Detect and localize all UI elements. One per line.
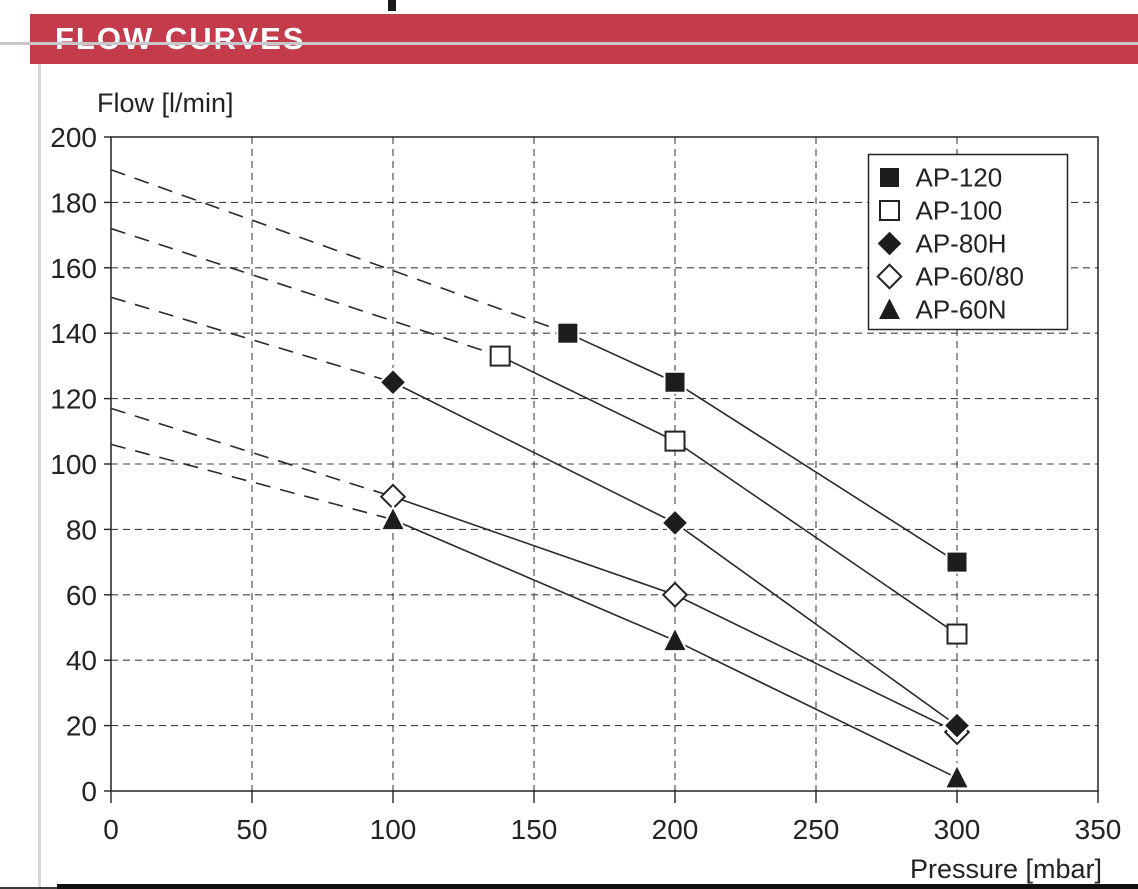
x-tick-label: 150	[511, 814, 558, 845]
legend-marker-AP-100	[879, 200, 900, 221]
data-point-AP-100	[489, 345, 511, 367]
section-header-banner: FLOW CURVES	[30, 14, 1138, 64]
series-line-AP-120	[567, 332, 958, 563]
legend-label-AP-100: AP-100	[916, 196, 1003, 226]
data-point-AP-60N	[661, 625, 689, 653]
data-point-AP-120	[556, 321, 580, 345]
y-tick-label: 160	[50, 253, 97, 284]
data-point-AP-60N	[379, 504, 407, 532]
footer-rule-left	[0, 887, 57, 889]
x-axis-label: Pressure [mbar]	[910, 854, 1102, 884]
x-tick-label: 50	[236, 814, 267, 845]
y-tick-label: 80	[66, 514, 97, 545]
legend-label-AP-60/80: AP-60/80	[916, 262, 1024, 292]
series-dashed-extension-AP-100	[110, 227, 501, 357]
y-tick-label: 0	[81, 776, 97, 807]
y-tick-label: 200	[50, 122, 97, 153]
y-tick-label: 20	[66, 711, 97, 742]
y-tick-label: 120	[50, 384, 97, 415]
legend-label-AP-120: AP-120	[916, 163, 1003, 193]
legend-marker-AP-80H	[874, 228, 905, 259]
y-tick-label: 140	[50, 318, 97, 349]
x-tick-label: 350	[1075, 814, 1122, 845]
y-tick-label: 40	[66, 645, 97, 676]
footer-rule	[57, 884, 1138, 889]
legend-marker-AP-120	[878, 166, 901, 189]
content-box-left-border	[38, 42, 41, 889]
section-title: FLOW CURVES	[55, 21, 306, 56]
x-tick-label: 0	[103, 814, 119, 845]
y-tick-label: 180	[50, 187, 97, 218]
data-point-AP-120	[663, 370, 687, 394]
y-tick-label: 60	[66, 580, 97, 611]
data-point-AP-100	[946, 623, 968, 645]
legend-marker-AP-60/80	[876, 263, 903, 290]
x-tick-label: 250	[793, 814, 840, 845]
data-point-AP-80H	[660, 508, 690, 538]
data-point-AP-80H	[378, 367, 408, 397]
legend-label-AP-80H: AP-80H	[916, 229, 1007, 259]
x-tick-label: 300	[934, 814, 981, 845]
data-point-AP-60/80	[661, 581, 689, 608]
legend-marker-AP-60N	[875, 294, 904, 321]
plot-border	[110, 136, 1099, 792]
legend-label-AP-60N: AP-60N	[916, 295, 1007, 325]
series-dashed-extension-AP-120	[110, 168, 569, 334]
content-box-top-border	[0, 42, 1138, 45]
x-tick-label: 100	[370, 814, 417, 845]
data-point-AP-100	[664, 430, 686, 452]
data-point-AP-80H	[942, 710, 972, 741]
series-line-AP-100	[499, 355, 958, 635]
data-point-AP-60N	[943, 762, 971, 790]
data-point-AP-120	[945, 550, 969, 574]
y-axis-label: Flow [l/min]	[97, 88, 234, 118]
top-crop-mark	[388, 0, 396, 11]
x-tick-label: 200	[652, 814, 699, 845]
y-tick-label: 100	[50, 449, 97, 480]
